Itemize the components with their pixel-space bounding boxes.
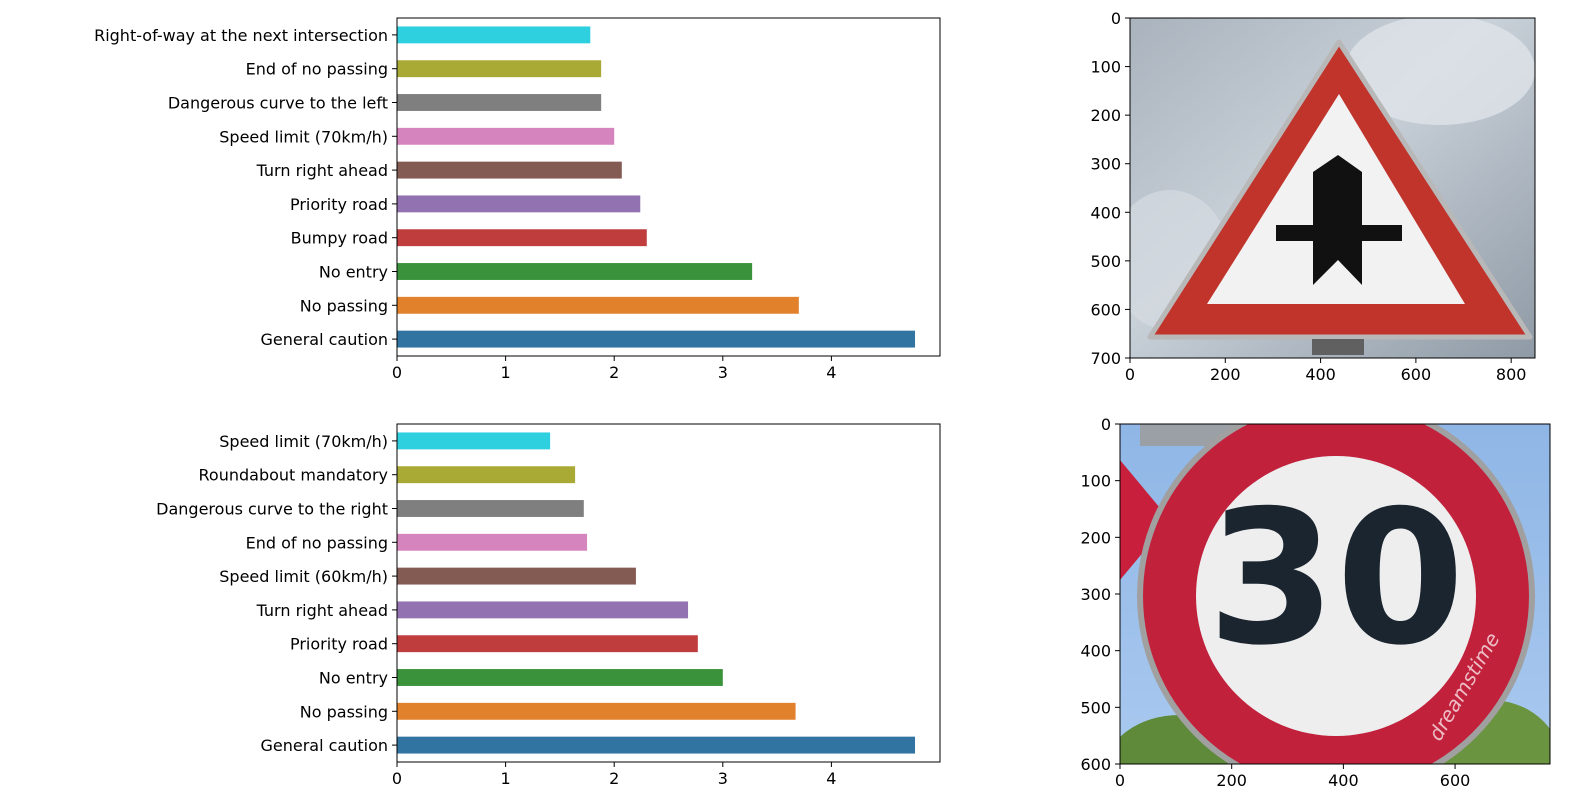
x-tick-label: 0 bbox=[392, 363, 402, 382]
x-tick-label: 2 bbox=[609, 363, 619, 382]
bar bbox=[397, 432, 551, 450]
bar bbox=[397, 94, 602, 111]
bar bbox=[397, 466, 576, 484]
y-tick-label: Speed limit (70km/h) bbox=[219, 127, 388, 146]
x-tick-label: 4 bbox=[826, 769, 836, 788]
bar bbox=[397, 296, 799, 314]
bar bbox=[397, 567, 636, 585]
x-tick-label: 4 bbox=[826, 363, 836, 382]
y-tick-label: Dangerous curve to the right bbox=[156, 500, 388, 519]
axes-frame bbox=[396, 423, 941, 763]
y-tick-label: Right-of-way at the next intersection bbox=[94, 26, 388, 45]
image-y-tick-label: 600 bbox=[1090, 300, 1121, 319]
bar bbox=[397, 736, 916, 754]
bar bbox=[397, 669, 723, 686]
x-tick-label: 1 bbox=[501, 769, 511, 788]
bar bbox=[397, 127, 615, 145]
image-y-tick-label: 400 bbox=[1080, 642, 1111, 661]
x-tick-label: 0 bbox=[392, 769, 402, 788]
image-x-tick-label: 400 bbox=[1328, 771, 1359, 790]
bar bbox=[397, 330, 916, 348]
x-tick-label: 3 bbox=[718, 769, 728, 788]
y-tick-label: Speed limit (70km/h) bbox=[219, 432, 388, 451]
bar bbox=[397, 702, 796, 720]
y-tick-label: Turn right ahead bbox=[256, 161, 388, 180]
speed-limit-30-sign-icon: 30 dreamstime bbox=[1120, 424, 1550, 764]
bar bbox=[397, 26, 591, 44]
axes-frame bbox=[396, 17, 941, 357]
image-x-tick-label: 200 bbox=[1216, 771, 1247, 790]
bar bbox=[397, 533, 588, 551]
y-tick-label: Dangerous curve to the left bbox=[168, 94, 388, 113]
y-tick-label: No passing bbox=[300, 296, 388, 315]
y-tick-label: Priority road bbox=[290, 635, 388, 654]
y-tick-label: No passing bbox=[300, 702, 388, 721]
image-y-tick-label: 200 bbox=[1090, 106, 1121, 125]
image-y-tick-label: 500 bbox=[1080, 698, 1111, 717]
image-x-tick-label: 200 bbox=[1210, 365, 1241, 384]
y-tick-label: No entry bbox=[319, 669, 388, 688]
image-y-tick-label: 500 bbox=[1090, 252, 1121, 271]
y-tick-label: General caution bbox=[260, 330, 388, 349]
x-tick-label: 3 bbox=[718, 363, 728, 382]
image-y-tick-label: 400 bbox=[1090, 203, 1121, 222]
bar bbox=[397, 635, 698, 653]
y-tick-label: Bumpy road bbox=[291, 229, 388, 248]
image-panel-top bbox=[1129, 17, 1536, 359]
bar bbox=[397, 195, 641, 213]
image-x-tick-label: 600 bbox=[1440, 771, 1471, 790]
bar bbox=[397, 229, 647, 247]
image-y-tick-label: 0 bbox=[1101, 415, 1111, 434]
sign-number: 30 bbox=[1207, 470, 1464, 686]
image-panel-bottom: 30 dreamstime bbox=[1119, 423, 1551, 765]
image-y-tick-label: 700 bbox=[1090, 349, 1121, 368]
bar-chart-bottom: General caution No passing No entry Priorit… bbox=[156, 423, 941, 788]
image-y-tick-label: 100 bbox=[1080, 472, 1111, 491]
bar bbox=[397, 263, 753, 280]
image-y-tick-label: 300 bbox=[1090, 155, 1121, 174]
y-tick-label: Turn right ahead bbox=[256, 601, 388, 620]
image-x-tick-label: 0 bbox=[1115, 771, 1125, 790]
image-x-tick-label: 400 bbox=[1305, 365, 1336, 384]
image-y-tick-label: 200 bbox=[1080, 528, 1111, 547]
priority-road-warning-sign-icon bbox=[1130, 18, 1535, 358]
y-tick-label: Roundabout mandatory bbox=[199, 466, 388, 485]
bar-chart-top: General caution No passing No entry Bumpy r… bbox=[94, 17, 941, 382]
bar bbox=[397, 161, 622, 179]
x-tick-label: 1 bbox=[501, 363, 511, 382]
image-y-tick-label: 600 bbox=[1080, 755, 1111, 774]
image-y-tick-label: 300 bbox=[1080, 585, 1111, 604]
bar bbox=[397, 60, 602, 78]
image-y-tick-label: 100 bbox=[1090, 58, 1121, 77]
y-tick-label: Speed limit (60km/h) bbox=[219, 567, 388, 586]
y-tick-label: End of no passing bbox=[246, 533, 388, 552]
y-tick-label: General caution bbox=[260, 736, 388, 755]
x-tick-label: 2 bbox=[609, 769, 619, 788]
image-x-tick-label: 0 bbox=[1125, 365, 1135, 384]
bar bbox=[397, 601, 689, 619]
y-tick-label: No entry bbox=[319, 263, 388, 282]
y-tick-label: End of no passing bbox=[246, 60, 388, 79]
y-tick-label: Priority road bbox=[290, 195, 388, 214]
image-x-tick-label: 600 bbox=[1401, 365, 1432, 384]
bar bbox=[397, 500, 584, 517]
image-x-tick-label: 800 bbox=[1496, 365, 1527, 384]
image-y-tick-label: 0 bbox=[1111, 9, 1121, 28]
